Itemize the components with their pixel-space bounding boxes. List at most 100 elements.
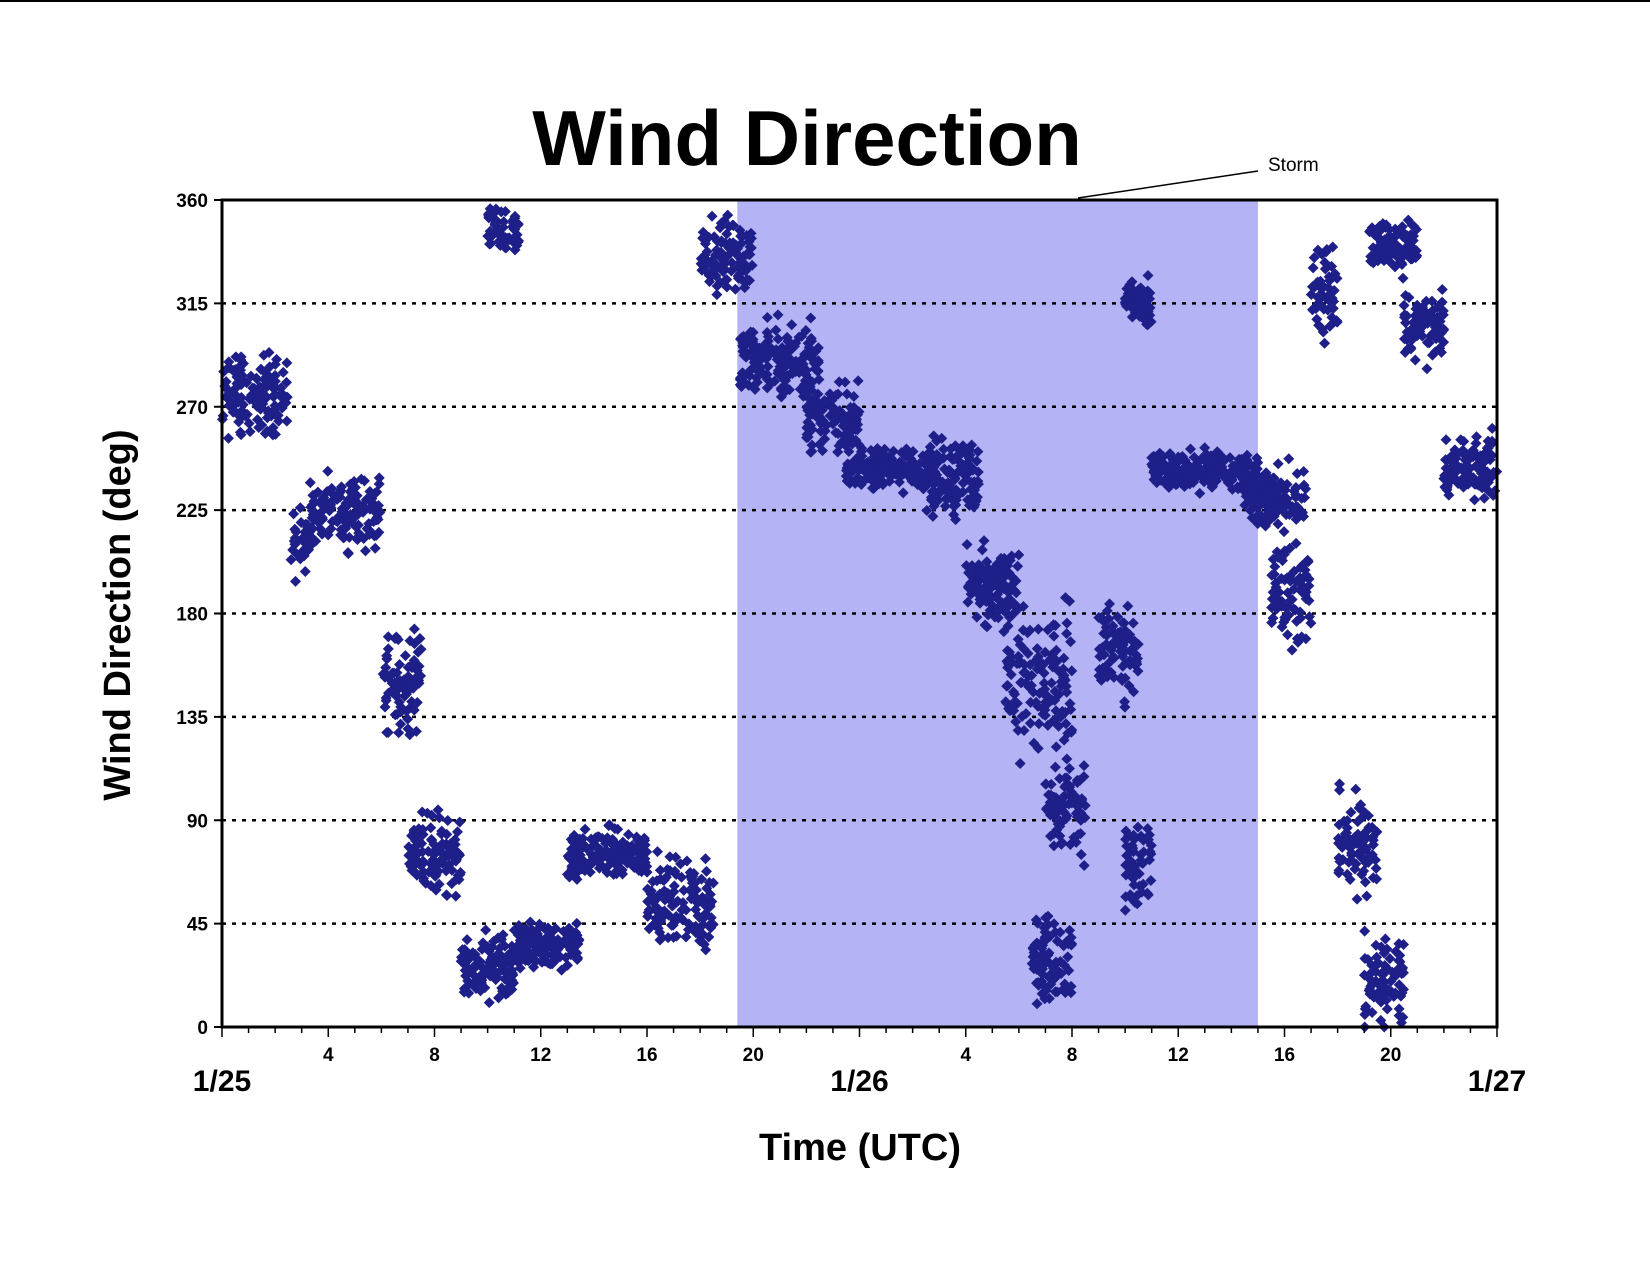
data-point — [1039, 646, 1051, 658]
data-point — [801, 401, 813, 413]
data-point — [1252, 518, 1264, 530]
y-tick-label-90: 90 — [187, 811, 208, 832]
data-point — [1107, 650, 1119, 662]
data-point — [737, 337, 749, 349]
data-point — [1294, 584, 1306, 596]
data-point — [1366, 821, 1378, 833]
data-point — [753, 366, 765, 378]
data-point — [747, 333, 759, 345]
data-point — [1058, 734, 1070, 746]
data-point — [1436, 284, 1448, 296]
y-tick-label-180: 180 — [176, 605, 208, 626]
data-point — [432, 804, 444, 816]
data-point — [1142, 823, 1154, 835]
y-tick-label-270: 270 — [176, 398, 208, 419]
data-point — [772, 309, 784, 321]
data-point — [1370, 862, 1382, 874]
data-point — [256, 397, 268, 409]
data-point — [1049, 761, 1061, 773]
data-point — [729, 283, 741, 295]
data-point — [686, 869, 698, 881]
data-point — [1105, 667, 1117, 679]
data-point — [962, 596, 974, 608]
data-point — [950, 514, 962, 526]
data-point — [1366, 977, 1378, 989]
data-point — [364, 485, 376, 497]
data-point — [1024, 717, 1036, 729]
data-point — [1115, 645, 1127, 657]
data-point — [388, 683, 400, 695]
data-point — [643, 923, 655, 935]
data-point — [1071, 777, 1083, 789]
data-point — [229, 364, 241, 376]
data-point — [643, 905, 655, 917]
data-point — [289, 532, 301, 544]
data-point — [524, 916, 536, 928]
y-tick-label-45: 45 — [187, 915, 209, 936]
data-point — [281, 415, 293, 427]
data-point — [1341, 868, 1353, 880]
data-point — [1040, 778, 1052, 790]
data-point — [726, 257, 738, 269]
data-point — [924, 441, 936, 453]
data-point — [1147, 461, 1159, 473]
data-point — [381, 653, 393, 665]
data-point — [484, 225, 496, 237]
data-point — [1048, 828, 1060, 840]
data-point — [1062, 951, 1074, 963]
data-point — [474, 985, 486, 997]
data-point — [1006, 597, 1018, 609]
data-point — [1038, 950, 1050, 962]
data-point — [772, 333, 784, 345]
data-point — [1115, 673, 1127, 685]
data-point — [1002, 620, 1014, 632]
data-point — [676, 871, 688, 883]
data-point — [698, 896, 710, 908]
data-point — [322, 465, 334, 477]
data-point — [1007, 571, 1019, 583]
data-point — [1375, 1014, 1387, 1026]
data-point — [255, 363, 267, 375]
data-point — [1048, 619, 1060, 631]
data-point — [382, 631, 394, 643]
data-point — [317, 493, 329, 505]
x-tick-label: 12 — [530, 1045, 551, 1066]
data-point — [779, 382, 791, 394]
data-point — [690, 892, 702, 904]
data-point — [1281, 496, 1293, 508]
data-point — [1012, 724, 1024, 736]
data-point — [1408, 220, 1420, 232]
x-tick-label: 16 — [1274, 1045, 1295, 1066]
data-point — [883, 469, 895, 481]
data-point — [443, 849, 455, 861]
data-point — [1278, 548, 1290, 560]
data-point — [1401, 230, 1413, 242]
data-point — [1290, 481, 1302, 493]
data-point — [1065, 704, 1077, 716]
data-point — [262, 370, 274, 382]
data-point — [1394, 956, 1406, 968]
data-point — [565, 833, 577, 845]
data-point — [1056, 705, 1068, 717]
data-point — [442, 815, 454, 827]
data-point — [1294, 562, 1306, 574]
data-point — [1026, 669, 1038, 681]
data-point — [1052, 806, 1064, 818]
data-point — [1216, 462, 1228, 474]
data-point — [1377, 969, 1389, 981]
data-point — [1014, 758, 1026, 770]
data-point — [1013, 657, 1025, 669]
data-point — [289, 538, 301, 550]
data-point — [724, 243, 736, 255]
data-point — [669, 865, 681, 877]
data-point — [743, 365, 755, 377]
data-point — [721, 228, 733, 240]
data-point — [833, 376, 845, 388]
data-point — [1292, 511, 1304, 523]
data-point — [222, 432, 234, 444]
data-point — [715, 217, 727, 229]
data-point — [1393, 1003, 1405, 1015]
data-point — [1364, 988, 1376, 1000]
date-label: 1/26 — [830, 1065, 888, 1098]
data-point — [1061, 753, 1073, 765]
